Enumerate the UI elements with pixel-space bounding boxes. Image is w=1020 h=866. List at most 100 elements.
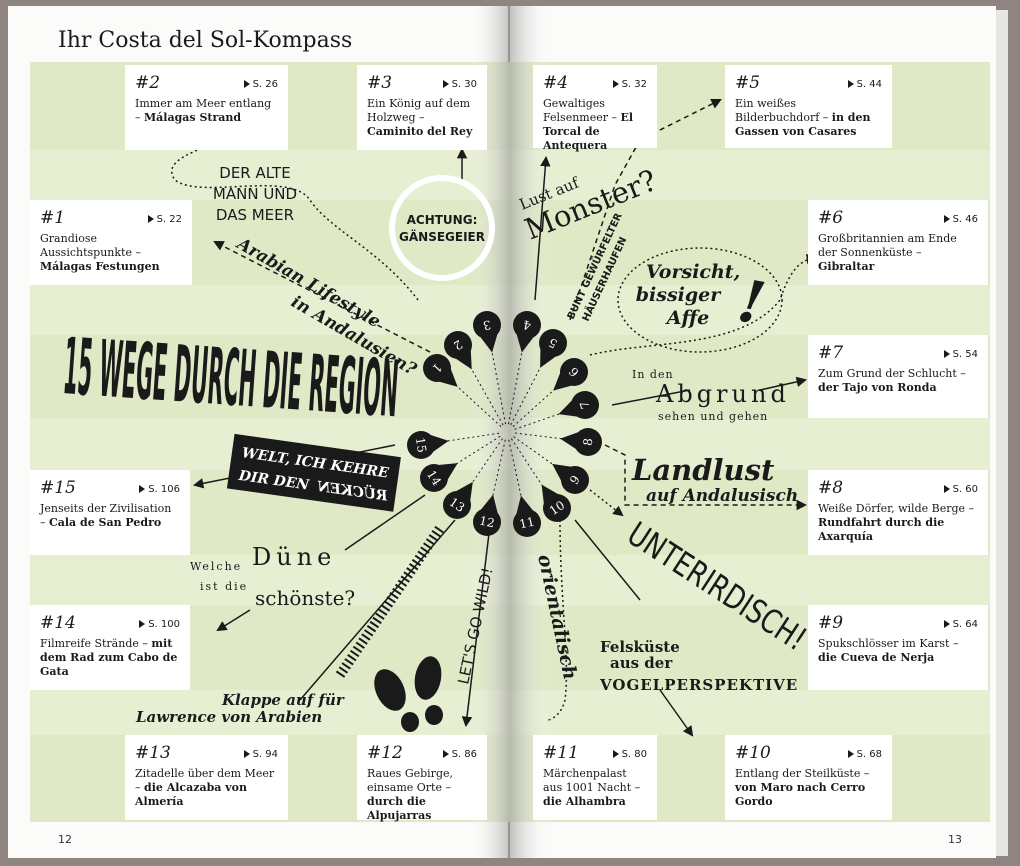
page-ref: S. 60 <box>943 484 978 495</box>
annotation-line: Abgrund <box>655 380 790 408</box>
footprint <box>425 705 443 725</box>
title: Ihr Costa del Sol-Kompass <box>58 28 352 53</box>
route-text: Filmreife Strände – mit dem Rad zum Cabo… <box>40 637 180 679</box>
pin: 3 <box>473 311 501 353</box>
route-highlight: Málagas Strand <box>144 111 242 124</box>
route-number: #3 <box>367 73 393 93</box>
route-text: Märchenpalast aus 1001 Nacht – die Alham… <box>543 767 647 809</box>
route-text: Grandiose Aussichtspunkte – Málagas Fest… <box>40 232 182 274</box>
connector <box>611 380 805 406</box>
footprints <box>374 656 443 732</box>
vultures: ACHTUNG: GÄNSEGEIER <box>399 213 485 244</box>
annotation-line: auf Andalusisch <box>646 486 798 506</box>
route-highlight: Málagas Festungen <box>40 260 160 273</box>
connector <box>569 99 722 321</box>
route-description: Entlang der Steilküste – <box>735 767 870 780</box>
route-number: #9 <box>818 613 844 633</box>
connector <box>216 609 251 632</box>
world-sign-bg <box>226 433 401 512</box>
page-ref: S. 44 <box>847 79 882 90</box>
box-header: #15 S. 106 <box>40 478 180 498</box>
box-header: #2 S. 26 <box>135 73 278 93</box>
pin: 14 <box>420 463 458 492</box>
box-header: #8 S. 60 <box>818 478 978 498</box>
route-box: #11 S. 80 Märchenpalast aus 1001 Nacht – d… <box>533 735 657 820</box>
annotation-line: Lawrence von Arabien <box>135 708 322 726</box>
route-number: #13 <box>135 743 171 763</box>
route-box: #13 S. 94 Zitadelle über dem Meer – die Al… <box>125 735 288 820</box>
route-description: Ein König auf dem Holzweg – <box>367 97 471 124</box>
route-box: #1 S. 22 Grandiose Aussichtspunkte – Málag… <box>30 200 192 285</box>
route-number: #5 <box>735 73 761 93</box>
pin-label: 7 <box>577 399 593 411</box>
route-text: Ein weißes Bilderbuchdorf – in den Gasse… <box>735 97 882 139</box>
page-arrow <box>612 80 619 88</box>
connector <box>548 519 568 721</box>
route-number: #6 <box>818 208 844 228</box>
route-description: Filmreife Strände – <box>40 637 148 650</box>
ray <box>510 438 558 509</box>
page-ref: S. 94 <box>243 749 278 760</box>
route-text: Entlang der Steilküste – von Maro nach C… <box>735 767 882 809</box>
page-ref: S. 86 <box>442 749 477 760</box>
page-number: 12 <box>58 833 72 846</box>
pin-head <box>571 391 599 419</box>
pin-label: 3 <box>482 317 492 332</box>
annotation-line: ACHTUNG: <box>407 213 478 227</box>
annotation-line: Felsküste <box>600 638 680 656</box>
annotation-line: Landlust <box>631 453 775 487</box>
annotation-line: In den <box>632 368 674 381</box>
route-description: Ein weißes Bilderbuchdorf – <box>735 97 829 124</box>
route-text: Jenseits der Zivilisation – Cala de San … <box>40 502 180 530</box>
page-ref: S. 32 <box>612 79 647 90</box>
box-header: #4 S. 32 <box>543 73 647 93</box>
route-highlight: mit dem Rad zum Cabo de Gata <box>40 637 178 678</box>
route-highlight: der Tajo von Ronda <box>818 381 937 394</box>
page-label: S. 30 <box>451 78 477 90</box>
connector <box>171 138 419 301</box>
pin: 4 <box>513 311 541 353</box>
box-header: #13 S. 94 <box>135 743 278 763</box>
annotation-line: DAS MEER <box>216 206 294 224</box>
page-label: S. 106 <box>148 483 180 495</box>
route-box: #6 S. 46 Großbritannien am Ende der Sonnen… <box>808 200 988 285</box>
route-number: #12 <box>367 743 403 763</box>
footprint <box>401 712 419 732</box>
pin: 9 <box>552 463 589 494</box>
connector <box>344 494 426 551</box>
page-arrow <box>847 750 854 758</box>
pin: 5 <box>539 329 567 368</box>
pin: 1 <box>423 354 458 387</box>
page-arrow <box>943 350 950 358</box>
route-text: Zitadelle über dem Meer – die Alcazaba v… <box>135 767 278 809</box>
page-arrow <box>147 215 154 223</box>
page-arrow <box>139 620 146 628</box>
monkey-bubble <box>617 247 783 353</box>
pin: 12 <box>473 494 501 536</box>
route-highlight: El Torcal de Antequera <box>543 111 634 152</box>
route-description: Raues Gebirge, einsame Orte – <box>367 767 453 794</box>
pin-head <box>407 431 435 459</box>
box-header: #6 S. 46 <box>818 208 978 228</box>
page-arrow <box>442 80 449 88</box>
old-man: DER ALTE MANN UND DAS MEER <box>213 164 297 224</box>
annotation-line: ist die <box>200 580 248 593</box>
pin-head <box>539 329 567 357</box>
route-highlight: Rundfahrt durch die Axarquía <box>818 516 945 543</box>
route-description: Zum Grund der Schlucht – <box>818 367 966 380</box>
route-highlight: Caminito del Rey <box>367 125 473 138</box>
page-arrow <box>943 215 950 223</box>
route-box: #2 S. 26 Immer am Meer entlang – Málagas S… <box>125 65 288 150</box>
annotation-line: VOGELPERSPEKTIVE <box>599 676 798 694</box>
connector <box>659 689 694 737</box>
box-header: #7 S. 54 <box>818 343 978 363</box>
annotation-line: aus der <box>610 654 673 672</box>
route-highlight: von Maro nach Cerro Gordo <box>735 781 866 808</box>
route-highlight: Gibraltar <box>818 260 875 273</box>
route-highlight: Cala de San Pedro <box>49 516 162 529</box>
page-ref: S. 22 <box>147 214 182 225</box>
pin: 15 <box>407 431 449 459</box>
